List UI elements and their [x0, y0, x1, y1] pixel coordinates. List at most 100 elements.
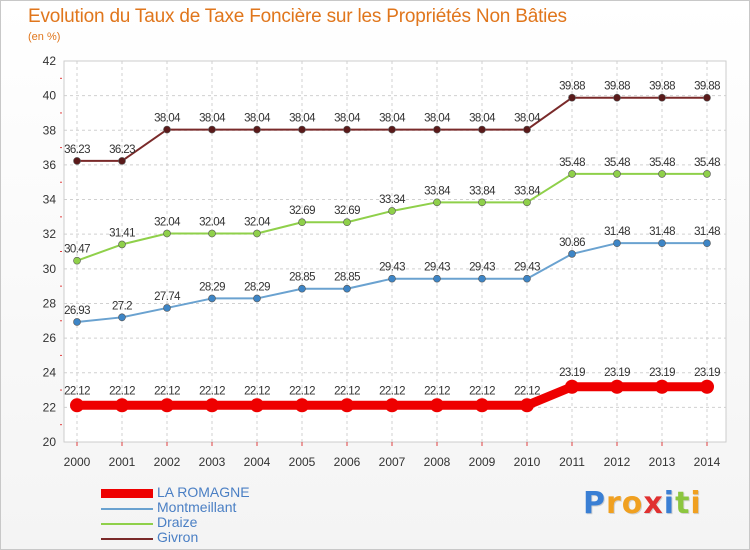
legend-label: Montmeillant: [157, 499, 237, 515]
data-label: 30.47: [64, 244, 90, 256]
chart-title: Evolution du Taux de Taxe Foncière sur l…: [28, 6, 567, 27]
data-label: 22.12: [244, 385, 270, 397]
data-point: [118, 313, 126, 322]
data-point: [658, 239, 666, 247]
data-point: [568, 93, 576, 102]
data-point: [73, 256, 81, 265]
data-point: [250, 398, 264, 413]
y-tick-label: 40: [43, 89, 57, 103]
data-label: 29.43: [469, 262, 495, 274]
plot-area: [63, 60, 727, 443]
data-label: 28.85: [334, 272, 360, 284]
data-point: [385, 398, 399, 413]
data-label: 33.84: [424, 185, 451, 197]
proxiti-logo: Proxiti: [583, 486, 702, 521]
data-point: [343, 284, 351, 293]
logo-letter: i: [690, 486, 702, 521]
data-point: [253, 125, 261, 134]
legend-swatch: [101, 523, 153, 525]
y-tick-label: 28: [43, 296, 57, 310]
data-point: [208, 125, 216, 134]
data-label: 30.86: [559, 237, 585, 249]
x-tick-label: 2001: [109, 455, 136, 469]
data-point: [658, 93, 666, 102]
data-label: 31.48: [649, 226, 675, 238]
data-label: 35.48: [649, 157, 675, 169]
data-label: 38.04: [469, 113, 496, 125]
data-point: [610, 379, 624, 394]
data-point: [115, 398, 129, 413]
data-point: [433, 274, 441, 283]
logo-letter: P: [583, 486, 606, 521]
legend-label: Draize: [157, 514, 198, 530]
x-tick-label: 2003: [199, 455, 226, 469]
x-tick-label: 2007: [379, 455, 406, 469]
data-point: [700, 379, 714, 394]
data-label: 31.48: [694, 226, 720, 238]
data-label: 22.12: [64, 385, 90, 397]
data-label: 36.23: [64, 144, 90, 156]
data-label: 22.12: [334, 385, 360, 397]
data-label: 35.48: [559, 157, 585, 169]
data-label: 22.12: [289, 385, 315, 397]
y-tick-label: 38: [43, 123, 57, 137]
data-point: [523, 274, 531, 283]
data-point: [73, 157, 81, 165]
logo-letter: o: [621, 486, 644, 521]
data-label: 22.12: [199, 385, 225, 397]
data-label: 38.04: [334, 113, 361, 125]
x-tick-label: 2009: [469, 455, 496, 469]
data-label: 22.12: [109, 385, 135, 397]
data-point: [208, 229, 216, 238]
data-point: [388, 125, 396, 134]
y-tick-label: 26: [43, 331, 57, 345]
x-tick-label: 2012: [604, 455, 631, 469]
logo-letter: r: [606, 486, 622, 521]
data-point: [253, 229, 261, 238]
data-point: [163, 125, 171, 134]
legend-swatch: [101, 489, 153, 498]
data-label: 23.19: [649, 367, 675, 379]
data-point: [433, 198, 441, 207]
y-tick-label: 30: [43, 262, 57, 276]
data-label: 32.04: [199, 216, 226, 228]
y-tick-label: 42: [43, 54, 57, 68]
data-label: 33.84: [469, 185, 496, 197]
data-point: [478, 198, 486, 207]
chart-unit: (en %): [28, 31, 61, 43]
data-point: [163, 229, 171, 238]
data-point: [73, 318, 81, 326]
y-tick-label: 36: [43, 158, 57, 172]
data-label: 35.48: [604, 157, 630, 169]
data-label: 27.2: [112, 300, 132, 312]
data-label: 28.29: [199, 281, 225, 293]
data-label: 36.23: [109, 144, 135, 156]
data-label: 23.19: [694, 367, 720, 379]
data-point: [478, 125, 486, 134]
x-tick-label: 2002: [154, 455, 181, 469]
data-label: 39.88: [649, 81, 675, 93]
data-label: 27.74: [154, 291, 181, 303]
y-tick-label: 34: [43, 193, 57, 207]
logo-letter: i: [663, 486, 676, 521]
data-point: [703, 239, 711, 247]
data-label: 38.04: [514, 113, 541, 125]
data-label: 29.43: [379, 262, 405, 274]
data-label: 26.93: [64, 305, 90, 317]
data-point: [343, 125, 351, 134]
data-point: [298, 218, 306, 227]
x-tick-label: 2010: [514, 455, 541, 469]
data-point: [658, 170, 666, 178]
data-label: 32.04: [154, 216, 181, 228]
x-tick-label: 2013: [649, 455, 676, 469]
data-label: 32.69: [289, 205, 315, 217]
data-point: [613, 239, 621, 247]
logo-letter: t: [675, 486, 691, 521]
data-point: [523, 125, 531, 134]
data-point: [298, 125, 306, 134]
y-tick-label: 20: [43, 435, 57, 449]
data-point: [295, 398, 309, 413]
data-point: [523, 198, 531, 207]
data-label: 28.29: [244, 281, 270, 293]
